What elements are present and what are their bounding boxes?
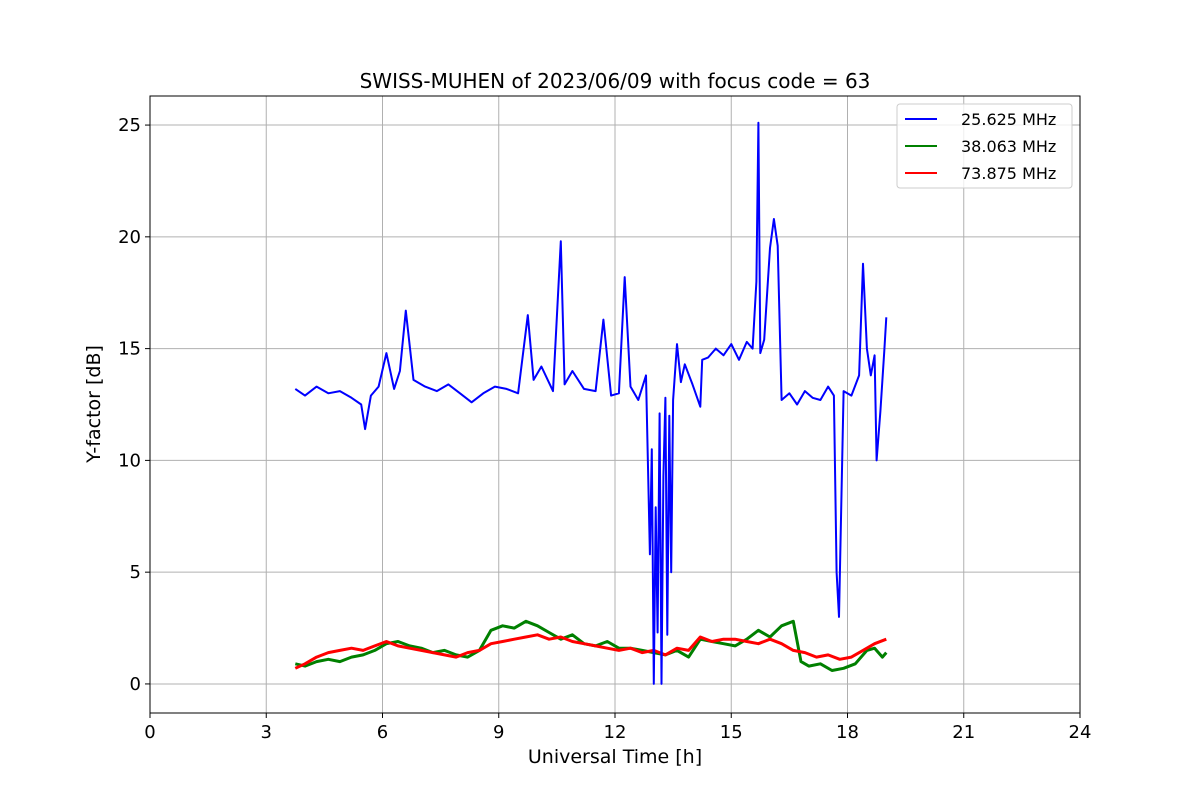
x-tick-label: 15 <box>720 722 743 743</box>
x-tick-label: 18 <box>836 722 859 743</box>
legend-label: 38.063 MHz <box>961 137 1056 156</box>
legend-label: 25.625 MHz <box>961 110 1056 129</box>
series-layer <box>294 121 888 685</box>
x-tick-label: 12 <box>604 722 627 743</box>
chart-title: SWISS-MUHEN of 2023/06/09 with focus cod… <box>360 69 871 93</box>
y-tick-label: 25 <box>118 115 141 136</box>
y-tick-label: 10 <box>118 450 141 471</box>
x-tick-label: 3 <box>261 722 272 743</box>
x-tick-label: 24 <box>1069 722 1092 743</box>
y-tick-label: 20 <box>118 227 141 248</box>
legend-label: 73.875 MHz <box>961 164 1056 183</box>
x-tick-label: 6 <box>377 722 388 743</box>
x-tick-label: 0 <box>144 722 155 743</box>
series-line <box>294 619 888 672</box>
y-tick-label: 5 <box>130 562 141 583</box>
x-tick-label: 9 <box>493 722 504 743</box>
series-line <box>294 121 888 685</box>
x-axis-label: Universal Time [h] <box>528 746 702 768</box>
grid <box>149 96 1081 713</box>
legend-box <box>896 103 1073 189</box>
legend: 25.625 MHz 38.063 MHz 73.875 MHz <box>896 103 1073 189</box>
series-line <box>294 633 887 670</box>
y-axis-label: Y-factor [dB] <box>83 345 105 464</box>
y-tick-label: 0 <box>130 674 141 695</box>
x-tick-label: 21 <box>952 722 975 743</box>
y-tick-label: 15 <box>118 339 141 360</box>
ticks: 0 3 6 9 12 15 18 21 24 0 5 10 15 20 25 <box>118 115 1091 743</box>
